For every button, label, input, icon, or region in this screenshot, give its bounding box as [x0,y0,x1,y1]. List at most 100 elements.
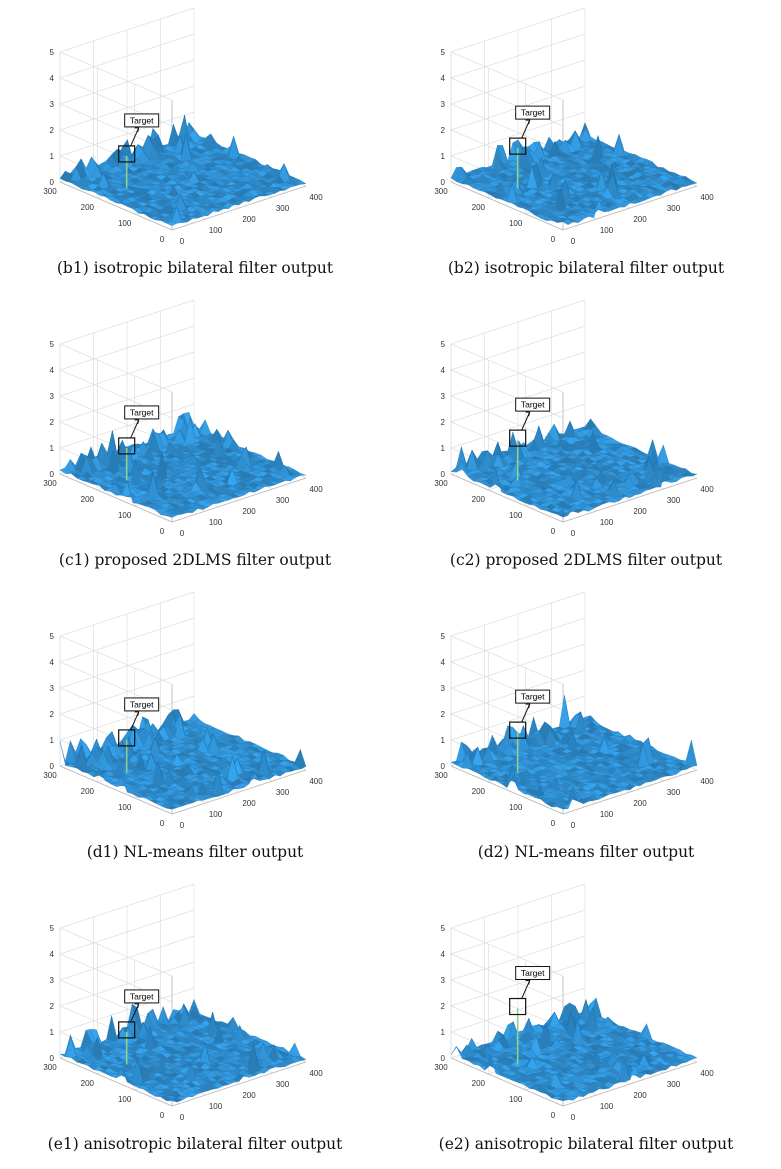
z-tick-label: 0 [441,762,446,771]
x-axis-line [171,185,307,231]
target-marker [509,997,527,1016]
z-tick-label: 2 [50,126,55,135]
surface-plot-c1: Target 0 1 2 3 4 5 0 100 200 300 400 0 100 200 300 [43,299,323,538]
caption-c1: (c1) proposed 2DLMS filter output [58,551,332,569]
y-tick-label: 100 [118,1095,132,1104]
x-tick-label: 400 [700,485,714,494]
target-label: Target [130,115,154,125]
arrow-head-icon [525,119,531,125]
z-tick-label: 3 [441,684,446,693]
x-tick-label: 100 [600,1102,614,1111]
target-marker [509,137,527,155]
x-tick-label: 300 [667,788,681,797]
y-axis-line [450,765,564,815]
y-tick-label: 0 [160,235,165,244]
x-tick-label: 400 [309,193,323,202]
z-tick-label: 0 [50,470,55,479]
y-tick-label: 200 [472,495,486,504]
y-tick-label: 100 [118,803,132,812]
x-tick-label: 0 [571,821,576,830]
z-tick-label: 5 [50,340,55,349]
target-label: Target [521,108,545,118]
z-tick-label: 1 [441,1028,446,1037]
z-tick-label: 0 [50,1054,55,1063]
z-tick-label: 3 [50,100,55,109]
x-tick-label: 200 [242,215,256,224]
surface-mesh [59,412,307,518]
z-tick-label: 4 [50,950,55,959]
caption-c2: (c2) proposed 2DLMS filter output [449,551,723,569]
y-tick-label: 200 [472,787,486,796]
x-tick-label: 200 [633,799,647,808]
z-tick-label: 2 [441,1002,446,1011]
y-tick-label: 100 [118,219,132,228]
target-marker [509,429,527,447]
surface-plot-c2: Target 0 1 2 3 4 5 0 100 200 300 400 0 100 200 300 [434,299,714,538]
x-axis-line [171,1061,307,1107]
x-tick-label: 400 [309,1069,323,1078]
x-tick-label: 300 [667,1080,681,1089]
y-tick-label: 0 [160,1111,165,1120]
target-marker [118,729,136,747]
target-label-box [124,113,160,128]
target-arrow [521,119,531,139]
x-tick-label: 100 [600,518,614,527]
y-tick-label: 200 [81,495,95,504]
z-tick-label: 3 [50,392,55,401]
target-label: Target [521,968,545,978]
y-tick-label: 0 [160,819,165,828]
y-tick-label: 0 [551,1111,556,1120]
target-label: Target [521,692,545,702]
target-label-box [515,689,551,704]
z-tick-label: 3 [441,392,446,401]
y-tick-label: 300 [434,771,448,780]
chart-panel-d1: Target 0 1 2 3 4 5 0 100 200 300 400 0 100 200 300 (d1) … [0,584,390,876]
y-tick-label: 300 [43,1063,57,1072]
x-axis-line [171,477,307,523]
z-tick-label: 3 [50,976,55,985]
surface-plot-d1: Target 0 1 2 3 4 5 0 100 200 300 400 0 100 200 300 [43,591,323,830]
surface-mesh [450,418,698,518]
z-tick-label: 1 [441,152,446,161]
target-arrow [130,419,140,439]
chart-panel-c1: Target 0 1 2 3 4 5 0 100 200 300 400 0 100 200 300 (c1) … [0,292,390,584]
x-tick-label: 200 [242,507,256,516]
z-tick-label: 5 [441,340,446,349]
z-tick-label: 5 [50,48,55,57]
x-tick-label: 400 [309,485,323,494]
z-tick-label: 0 [50,178,55,187]
target-label: Target [130,699,154,709]
z-tick-label: 1 [50,736,55,745]
arrow-head-icon [134,711,140,717]
target-label-box [124,405,160,420]
y-axis-line [59,765,173,815]
surface-mesh [450,122,698,225]
x-tick-label: 100 [209,1102,223,1111]
arrow-head-icon [525,703,531,709]
target-marker [118,437,136,455]
arrow-head-icon [134,419,140,425]
x-tick-label: 100 [209,226,223,235]
z-tick-label: 3 [441,100,446,109]
z-tick-label: 5 [50,632,55,641]
y-axis-line [450,1057,564,1107]
z-tick-label: 2 [50,1002,55,1011]
y-tick-label: 300 [434,187,448,196]
surface-mesh [450,695,698,810]
caption-b2: (b2) isotropic bilateral filter output [447,259,725,277]
z-tick-label: 5 [441,632,446,641]
y-tick-label: 0 [551,527,556,536]
x-tick-label: 300 [276,1080,290,1089]
caption-b1: (b1) isotropic bilateral filter output [56,259,334,277]
chart-panel-d2: Target 0 1 2 3 4 5 0 100 200 300 400 0 100 200 300 (d2) … [391,584,781,876]
x-tick-label: 0 [571,237,576,246]
chart-panel-e2: Target 0 1 2 3 4 5 0 100 200 300 400 0 100 200 300 (e2) … [391,876,781,1168]
z-tick-label: 0 [50,762,55,771]
chart-panel-b2: Target 0 1 2 3 4 5 0 100 200 300 400 0 100 200 300 (b2) … [391,0,781,292]
z-tick-label: 4 [441,74,446,83]
chart-panel-b1: Target 0 1 2 3 4 5 0 100 200 300 400 0 100 200 300 (b1) … [0,0,390,292]
z-tick-label: 5 [50,924,55,933]
target-arrow [521,703,531,723]
x-tick-label: 300 [667,496,681,505]
y-tick-label: 200 [472,1079,486,1088]
